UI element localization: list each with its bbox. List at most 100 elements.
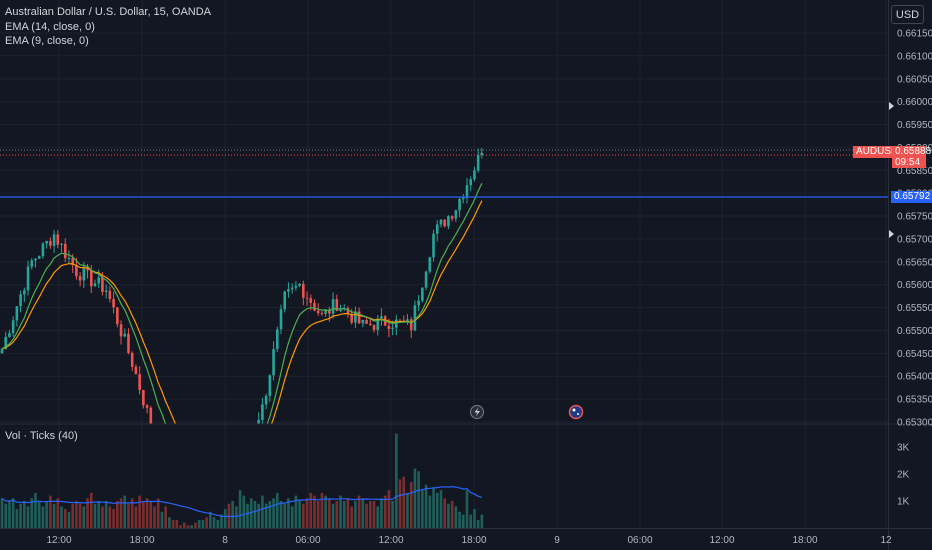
candle-body: [450, 216, 454, 219]
candle-body: [75, 265, 78, 277]
candle-body: [302, 283, 305, 298]
candle-body: [261, 404, 264, 420]
volume-bar: [11, 498, 15, 528]
time-tick-label: 12:00: [378, 535, 403, 546]
volume-bar: [283, 503, 287, 528]
price-tick-label: 0.65550: [897, 303, 932, 314]
candle-body: [339, 308, 342, 311]
volume-bar: [272, 498, 275, 528]
candle-body: [82, 268, 86, 281]
time-tick-label: 06:00: [627, 535, 652, 546]
candle-body: [250, 432, 253, 439]
candle-body: [235, 460, 238, 468]
candle-body: [228, 466, 231, 473]
candle-body: [179, 485, 182, 486]
currency-button[interactable]: USD: [891, 5, 924, 24]
volume-tick-label: 3K: [897, 443, 910, 454]
candle-body: [350, 313, 353, 323]
volume-bar: [413, 468, 417, 528]
volume-bar: [238, 490, 242, 528]
volume-bar: [454, 506, 458, 528]
time-tick-label: 12:00: [46, 535, 71, 546]
australia-flag-event-icon[interactable]: [568, 404, 584, 420]
candle-body: [116, 307, 119, 325]
candle-body: [161, 449, 164, 456]
candle-body: [11, 320, 15, 334]
volume-bar: [409, 482, 413, 528]
candle-body: [432, 233, 435, 258]
volume-bar: [116, 501, 119, 528]
volume-bar: [290, 506, 294, 528]
volume-bar: [324, 495, 327, 528]
candle-body: [187, 495, 190, 496]
ema-9-legend[interactable]: EMA (9, close, 0): [5, 35, 89, 47]
volume-bar: [421, 490, 424, 528]
volume-bar: [8, 501, 11, 528]
price-tick-label: 0.65750: [897, 212, 932, 223]
candle-body: [439, 219, 443, 225]
candle-body: [138, 374, 141, 391]
volume-bar: [287, 498, 290, 528]
candle-body: [469, 179, 473, 186]
price-tick-label: 0.65500: [897, 326, 932, 337]
volume-bar: [101, 506, 104, 528]
volume-bar: [212, 517, 216, 528]
time-axis-labels: 12:00 18:00 8 06:00 12:00 18:00 9 06:00 12:00 18:…: [46, 535, 892, 546]
volume-bar: [309, 492, 313, 528]
candlesticks: [0, 147, 484, 501]
volume-bar: [402, 476, 406, 528]
price-tick-label: 0.65950: [897, 120, 932, 131]
candle-body: [0, 348, 4, 354]
axis-marker-right: [889, 102, 894, 110]
volume-bar: [331, 503, 335, 528]
volume-bar: [130, 498, 134, 528]
volume-bar: [175, 519, 179, 528]
candle-body: [264, 395, 268, 405]
candle-body: [19, 294, 22, 307]
candle-body: [67, 257, 71, 259]
volume-bar: [279, 501, 283, 528]
last-price-value-tag: 0.65888 09:54: [892, 146, 932, 168]
candle-body: [119, 324, 123, 337]
ema-14-legend[interactable]: EMA (14, close, 0): [5, 20, 95, 33]
volume-legend[interactable]: Vol · Ticks (40): [5, 430, 78, 442]
candle-body: [335, 299, 339, 311]
candle-body: [272, 349, 275, 376]
candle-body: [428, 257, 432, 272]
price-tick-label: 0.65850: [897, 166, 932, 177]
time-tick-label: 18:00: [129, 535, 154, 546]
volume-bar: [190, 525, 194, 528]
candle-body: [316, 310, 320, 314]
volume-bar: [264, 503, 268, 528]
volume-bar: [395, 433, 398, 528]
volume-bar: [387, 490, 391, 528]
volume-bar: [275, 492, 279, 528]
candle-body: [372, 325, 376, 330]
price-tag-price: 0.65888: [895, 146, 932, 157]
volume-bar: [194, 522, 197, 528]
volume-bar: [261, 495, 264, 528]
volume-bar: [383, 495, 387, 528]
price-tick-label: 0.66000: [897, 97, 932, 108]
grid-lines: [0, 0, 888, 528]
symbol-title[interactable]: Australian Dollar / U.S. Dollar, 15, OAN…: [5, 6, 212, 18]
volume-ma-line: [1, 486, 483, 518]
volume-bar: [365, 503, 368, 528]
volume-bar: [216, 519, 220, 528]
volume-bar: [298, 501, 301, 528]
volume-bar: [305, 498, 309, 528]
price-tick-label: 0.65650: [897, 257, 932, 268]
dividend-event-icon[interactable]: [470, 405, 484, 419]
candle-body: [157, 439, 160, 456]
candle-body: [216, 476, 219, 483]
volume-bar: [23, 501, 26, 528]
volume-bar: [439, 490, 443, 528]
volume-bar: [93, 503, 97, 528]
price-tick-label: 0.65450: [897, 349, 932, 360]
candle-body: [368, 323, 372, 326]
level-price-tag[interactable]: 0.65792: [891, 191, 932, 203]
volume-bar: [476, 519, 480, 528]
volume-bar: [220, 514, 223, 528]
candle-body: [194, 495, 197, 501]
